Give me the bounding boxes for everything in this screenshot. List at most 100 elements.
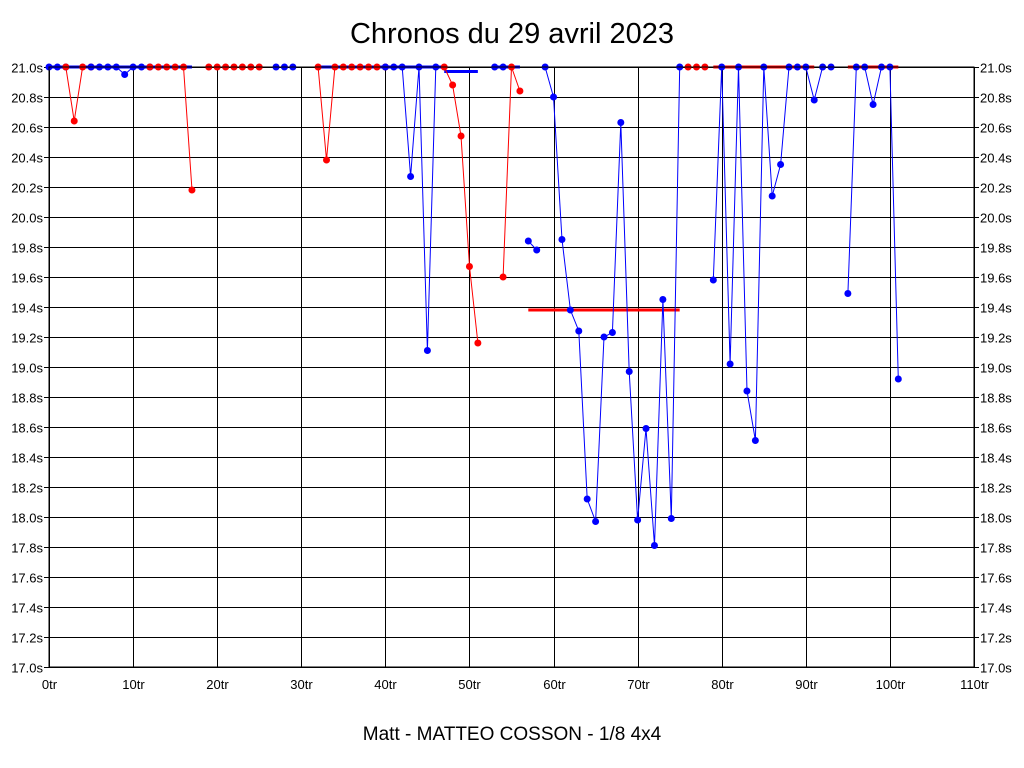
data-point: [743, 387, 751, 395]
y-tick-label-left: 20.8s: [11, 91, 43, 106]
data-point: [751, 437, 759, 444]
x-tick-label: 60tr: [543, 677, 566, 692]
x-tick-label: 50tr: [458, 677, 481, 692]
data-point: [777, 161, 785, 168]
y-tick-label-left: 21.0s: [11, 61, 43, 76]
data-point: [188, 186, 196, 194]
data-point: [617, 119, 625, 126]
data-point: [323, 156, 330, 164]
data-point: [449, 81, 457, 89]
data-point: [407, 173, 415, 180]
grid: [44, 67, 979, 668]
x-tick-label: 30tr: [290, 677, 313, 692]
y-tick-label-right: 18.8s: [980, 391, 1012, 406]
x-tick-label: 90tr: [795, 677, 818, 692]
x-tick-label: 10tr: [122, 677, 145, 692]
y-tick-label-left: 20.6s: [11, 121, 43, 136]
y-tick-label-right: 19.0s: [980, 361, 1012, 376]
y-tick-label-left: 19.8s: [11, 241, 43, 256]
data-point: [709, 276, 717, 284]
data-point: [667, 515, 675, 522]
y-tick-label-right: 20.4s: [980, 151, 1012, 166]
data-point: [608, 329, 616, 336]
y-tick-label-right: 19.2s: [980, 331, 1012, 346]
data-point: [465, 263, 473, 270]
data-point: [600, 333, 608, 341]
data-point: [659, 296, 667, 303]
y-tick-label-left: 17.8s: [11, 541, 43, 556]
x-tick-label: 100tr: [876, 677, 906, 692]
y-tick-label-left: 18.2s: [11, 481, 43, 496]
y-tick-label-right: 19.6s: [980, 271, 1012, 286]
data-point: [474, 339, 482, 347]
y-tick-label-right: 19.4s: [980, 301, 1012, 316]
data-point: [634, 516, 642, 524]
x-tick-label: 80tr: [711, 677, 734, 692]
y-tick-label-right: 17.0s: [980, 661, 1012, 676]
data-point: [70, 117, 78, 125]
data-point: [423, 347, 431, 354]
data-point: [810, 96, 818, 104]
data-point: [499, 273, 507, 281]
y-tick-label-right: 18.6s: [980, 421, 1012, 436]
y-tick-label-left: 19.2s: [11, 331, 43, 346]
y-tick-label-right: 17.2s: [980, 631, 1012, 646]
y-tick-label-left: 20.0s: [11, 211, 43, 226]
y-tick-label-left: 17.6s: [11, 571, 43, 586]
y-tick-label-left: 20.4s: [11, 151, 43, 166]
x-tick-label: 40tr: [374, 677, 397, 692]
y-tick-label-right: 18.4s: [980, 451, 1012, 466]
data-point: [650, 542, 658, 549]
data-point: [642, 425, 650, 432]
y-tick-label-right: 18.0s: [980, 511, 1012, 526]
y-tick-label-right: 17.4s: [980, 601, 1012, 616]
y-tick-label-left: 18.4s: [11, 451, 43, 466]
data-point: [121, 71, 129, 78]
data-point: [566, 306, 574, 314]
y-tick-label-left: 19.6s: [11, 271, 43, 286]
y-tick-label-left: 17.0s: [11, 661, 43, 676]
data-point: [524, 237, 532, 245]
y-tick-label-left: 17.2s: [11, 631, 43, 646]
data-point: [457, 132, 465, 140]
y-tick-label-right: 17.6s: [980, 571, 1012, 586]
data-point: [533, 246, 541, 254]
y-tick-label-left: 18.0s: [11, 511, 43, 526]
y-tick-label-right: 20.0s: [980, 211, 1012, 226]
y-tick-label-right: 18.2s: [980, 481, 1012, 496]
x-tick-label: 110tr: [960, 677, 989, 692]
data-point: [869, 101, 877, 108]
data-point: [550, 93, 558, 101]
x-tick-label: 20tr: [206, 677, 229, 692]
y-tick-label-left: 18.6s: [11, 421, 43, 436]
data-point: [625, 368, 633, 375]
data-point: [516, 87, 524, 95]
y-tick-label-left: 20.2s: [11, 181, 43, 196]
y-tick-label-right: 20.6s: [980, 121, 1012, 136]
data-point: [894, 375, 902, 383]
chart-footer: Matt - MATTEO COSSON - 1/8 4x4: [363, 724, 662, 745]
y-tick-label-left: 18.8s: [11, 391, 43, 406]
y-tick-label-left: 19.0s: [11, 361, 43, 376]
y-tick-label-right: 20.2s: [980, 181, 1012, 196]
data-point: [592, 518, 600, 525]
chart-title: Chronos du 29 avril 2023: [350, 18, 674, 50]
y-tick-label-right: 17.8s: [980, 541, 1012, 556]
y-tick-label-left: 17.4s: [11, 601, 43, 616]
tick-labels: 0tr 10tr 20tr 30tr 40tr 50tr 60tr 70tr 80tr 90tr 1…: [11, 61, 1012, 693]
y-tick-label-left: 19.4s: [11, 301, 43, 316]
data-point: [558, 236, 566, 243]
x-tick-label: 70tr: [627, 677, 650, 692]
plot-frame: [48, 66, 975, 668]
data-point: [575, 327, 583, 335]
x-tick-label: 0tr: [42, 677, 58, 692]
data-point: [583, 495, 591, 503]
data-point: [726, 360, 734, 368]
y-tick-label-right: 19.8s: [980, 241, 1012, 256]
y-tick-label-right: 21.0s: [980, 61, 1012, 76]
y-tick-label-right: 20.8s: [980, 91, 1012, 106]
data-point: [768, 192, 776, 200]
data-point: [844, 290, 852, 297]
